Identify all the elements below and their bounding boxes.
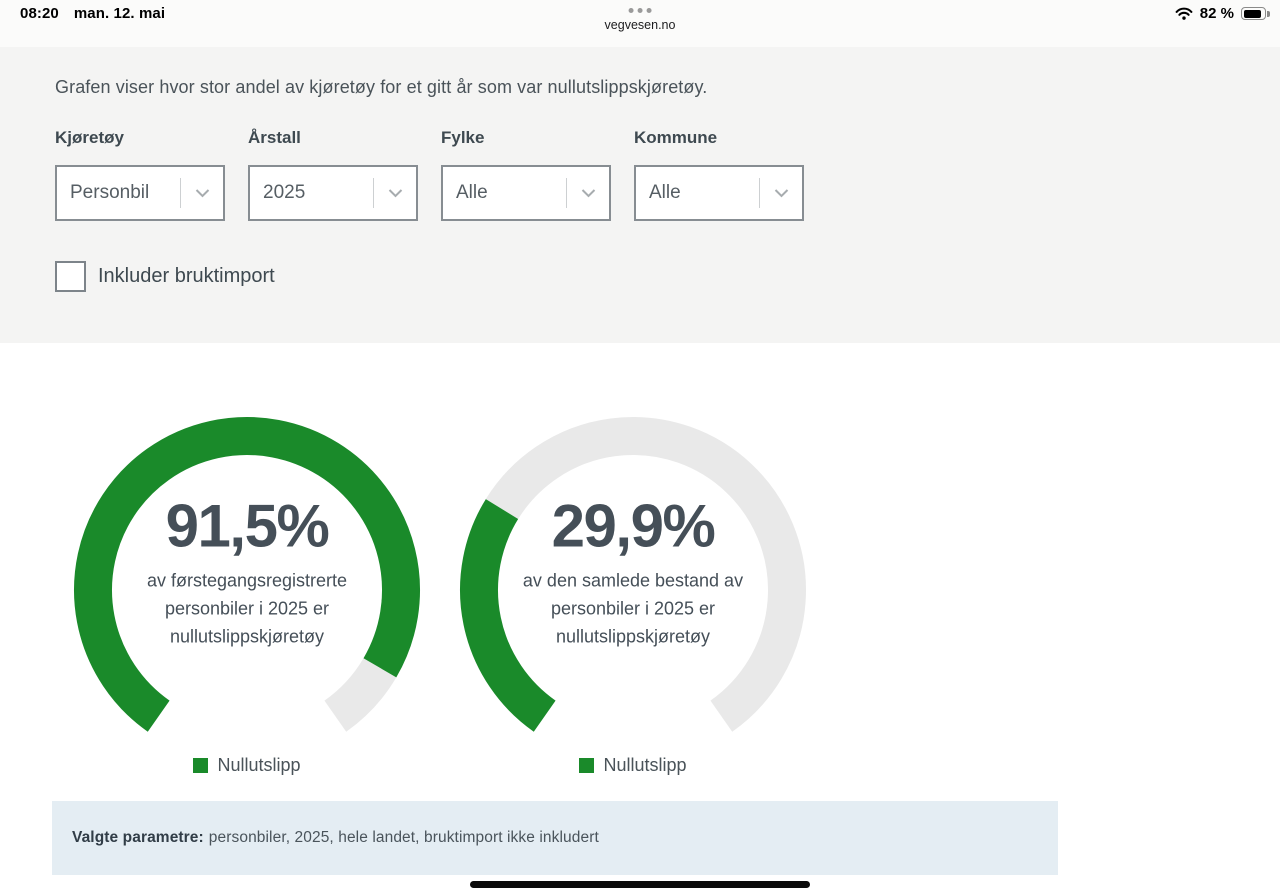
summary-text: personbiler, 2025, hele landet, bruktimp…: [208, 829, 599, 846]
wifi-icon: [1175, 7, 1193, 20]
gauge-value: 91,5%: [165, 492, 330, 560]
kommune-label: Kommune: [634, 128, 718, 147]
legend-swatch-icon: [579, 758, 595, 773]
kommune-select[interactable]: Alle: [634, 165, 804, 221]
gauge-total-fleet: 29,9% av den samlede bestand av personbi…: [458, 415, 808, 776]
filter-field-arstall: Årstall 2025: [248, 128, 418, 221]
legend-item[interactable]: Nullutslipp: [72, 755, 422, 776]
battery-icon: [1241, 7, 1270, 20]
filter-field-kommune: Kommune Alle: [634, 128, 804, 221]
legend-label: Nullutslipp: [603, 755, 687, 775]
bruktimport-checkbox[interactable]: [55, 261, 86, 292]
summary-label: Valgte parametre:: [72, 829, 204, 846]
gauge-first-registrations: 91,5% av førstegangsregistrerte personbi…: [72, 415, 422, 776]
selected-parameters-banner: Valgte parametre: personbiler, 2025, hele…: [52, 801, 1058, 875]
bruktimport-checkbox-row: Inkluder bruktimport: [55, 261, 1280, 292]
battery-percent-text: 82 %: [1199, 5, 1234, 22]
filter-field-kjoretoy: Kjøretøy Personbil: [55, 128, 225, 221]
status-right: 82 %: [1175, 5, 1270, 22]
kommune-value: Alle: [649, 182, 681, 203]
bruktimport-checkbox-label: Inkluder bruktimport: [98, 265, 275, 287]
arstall-select[interactable]: 2025: [248, 165, 418, 221]
clock-text: 08:20: [20, 5, 59, 22]
kjoretoy-select[interactable]: Personbil: [55, 165, 225, 221]
arstall-value: 2025: [263, 182, 306, 203]
gauge-arc: [460, 417, 806, 732]
gauge-description: av den samlede bestand av personbiler i …: [522, 570, 744, 647]
browser-menu-icon[interactable]: [605, 8, 676, 13]
legend-item[interactable]: Nullutslipp: [458, 755, 808, 776]
filter-panel: Grafen viser hvor stor andel av kjøretøy…: [0, 47, 1280, 343]
legend-label: Nullutslipp: [217, 755, 301, 775]
kjoretoy-label: Kjøretøy: [55, 128, 124, 147]
arstall-label: Årstall: [248, 128, 301, 147]
home-indicator[interactable]: [470, 881, 810, 888]
fylke-label: Fylke: [441, 128, 485, 147]
gauge-description: av førstegangsregistrerte personbiler i …: [146, 570, 348, 647]
gauges-row: 91,5% av førstegangsregistrerte personbi…: [0, 415, 1280, 776]
fylke-value: Alle: [456, 182, 488, 203]
chevron-down-icon: [774, 189, 789, 198]
chart-description-text: Grafen viser hvor stor andel av kjøretøy…: [55, 77, 708, 97]
status-left: 08:20 man. 12. mai: [20, 5, 165, 22]
date-text: man. 12. mai: [73, 5, 166, 22]
filter-row: Kjøretøy Personbil Årstall 2025: [55, 128, 1280, 221]
site-url[interactable]: vegvesen.no: [604, 18, 676, 32]
chevron-down-icon: [388, 189, 403, 198]
chevron-down-icon: [195, 189, 210, 198]
legend-swatch-icon: [193, 758, 209, 773]
kjoretoy-value: Personbil: [70, 182, 150, 203]
filter-field-fylke: Fylke Alle: [441, 128, 611, 221]
chart-area: 91,5% av førstegangsregistrerte personbi…: [0, 343, 1280, 875]
gauge-value: 29,9%: [551, 492, 716, 560]
address-bar[interactable]: vegvesen.no: [604, 8, 676, 32]
chevron-down-icon: [581, 189, 596, 198]
gauge-arc: [74, 417, 420, 732]
status-bar: 08:20 man. 12. mai vegvesen.no 82 %: [0, 0, 1280, 47]
fylke-select[interactable]: Alle: [441, 165, 611, 221]
